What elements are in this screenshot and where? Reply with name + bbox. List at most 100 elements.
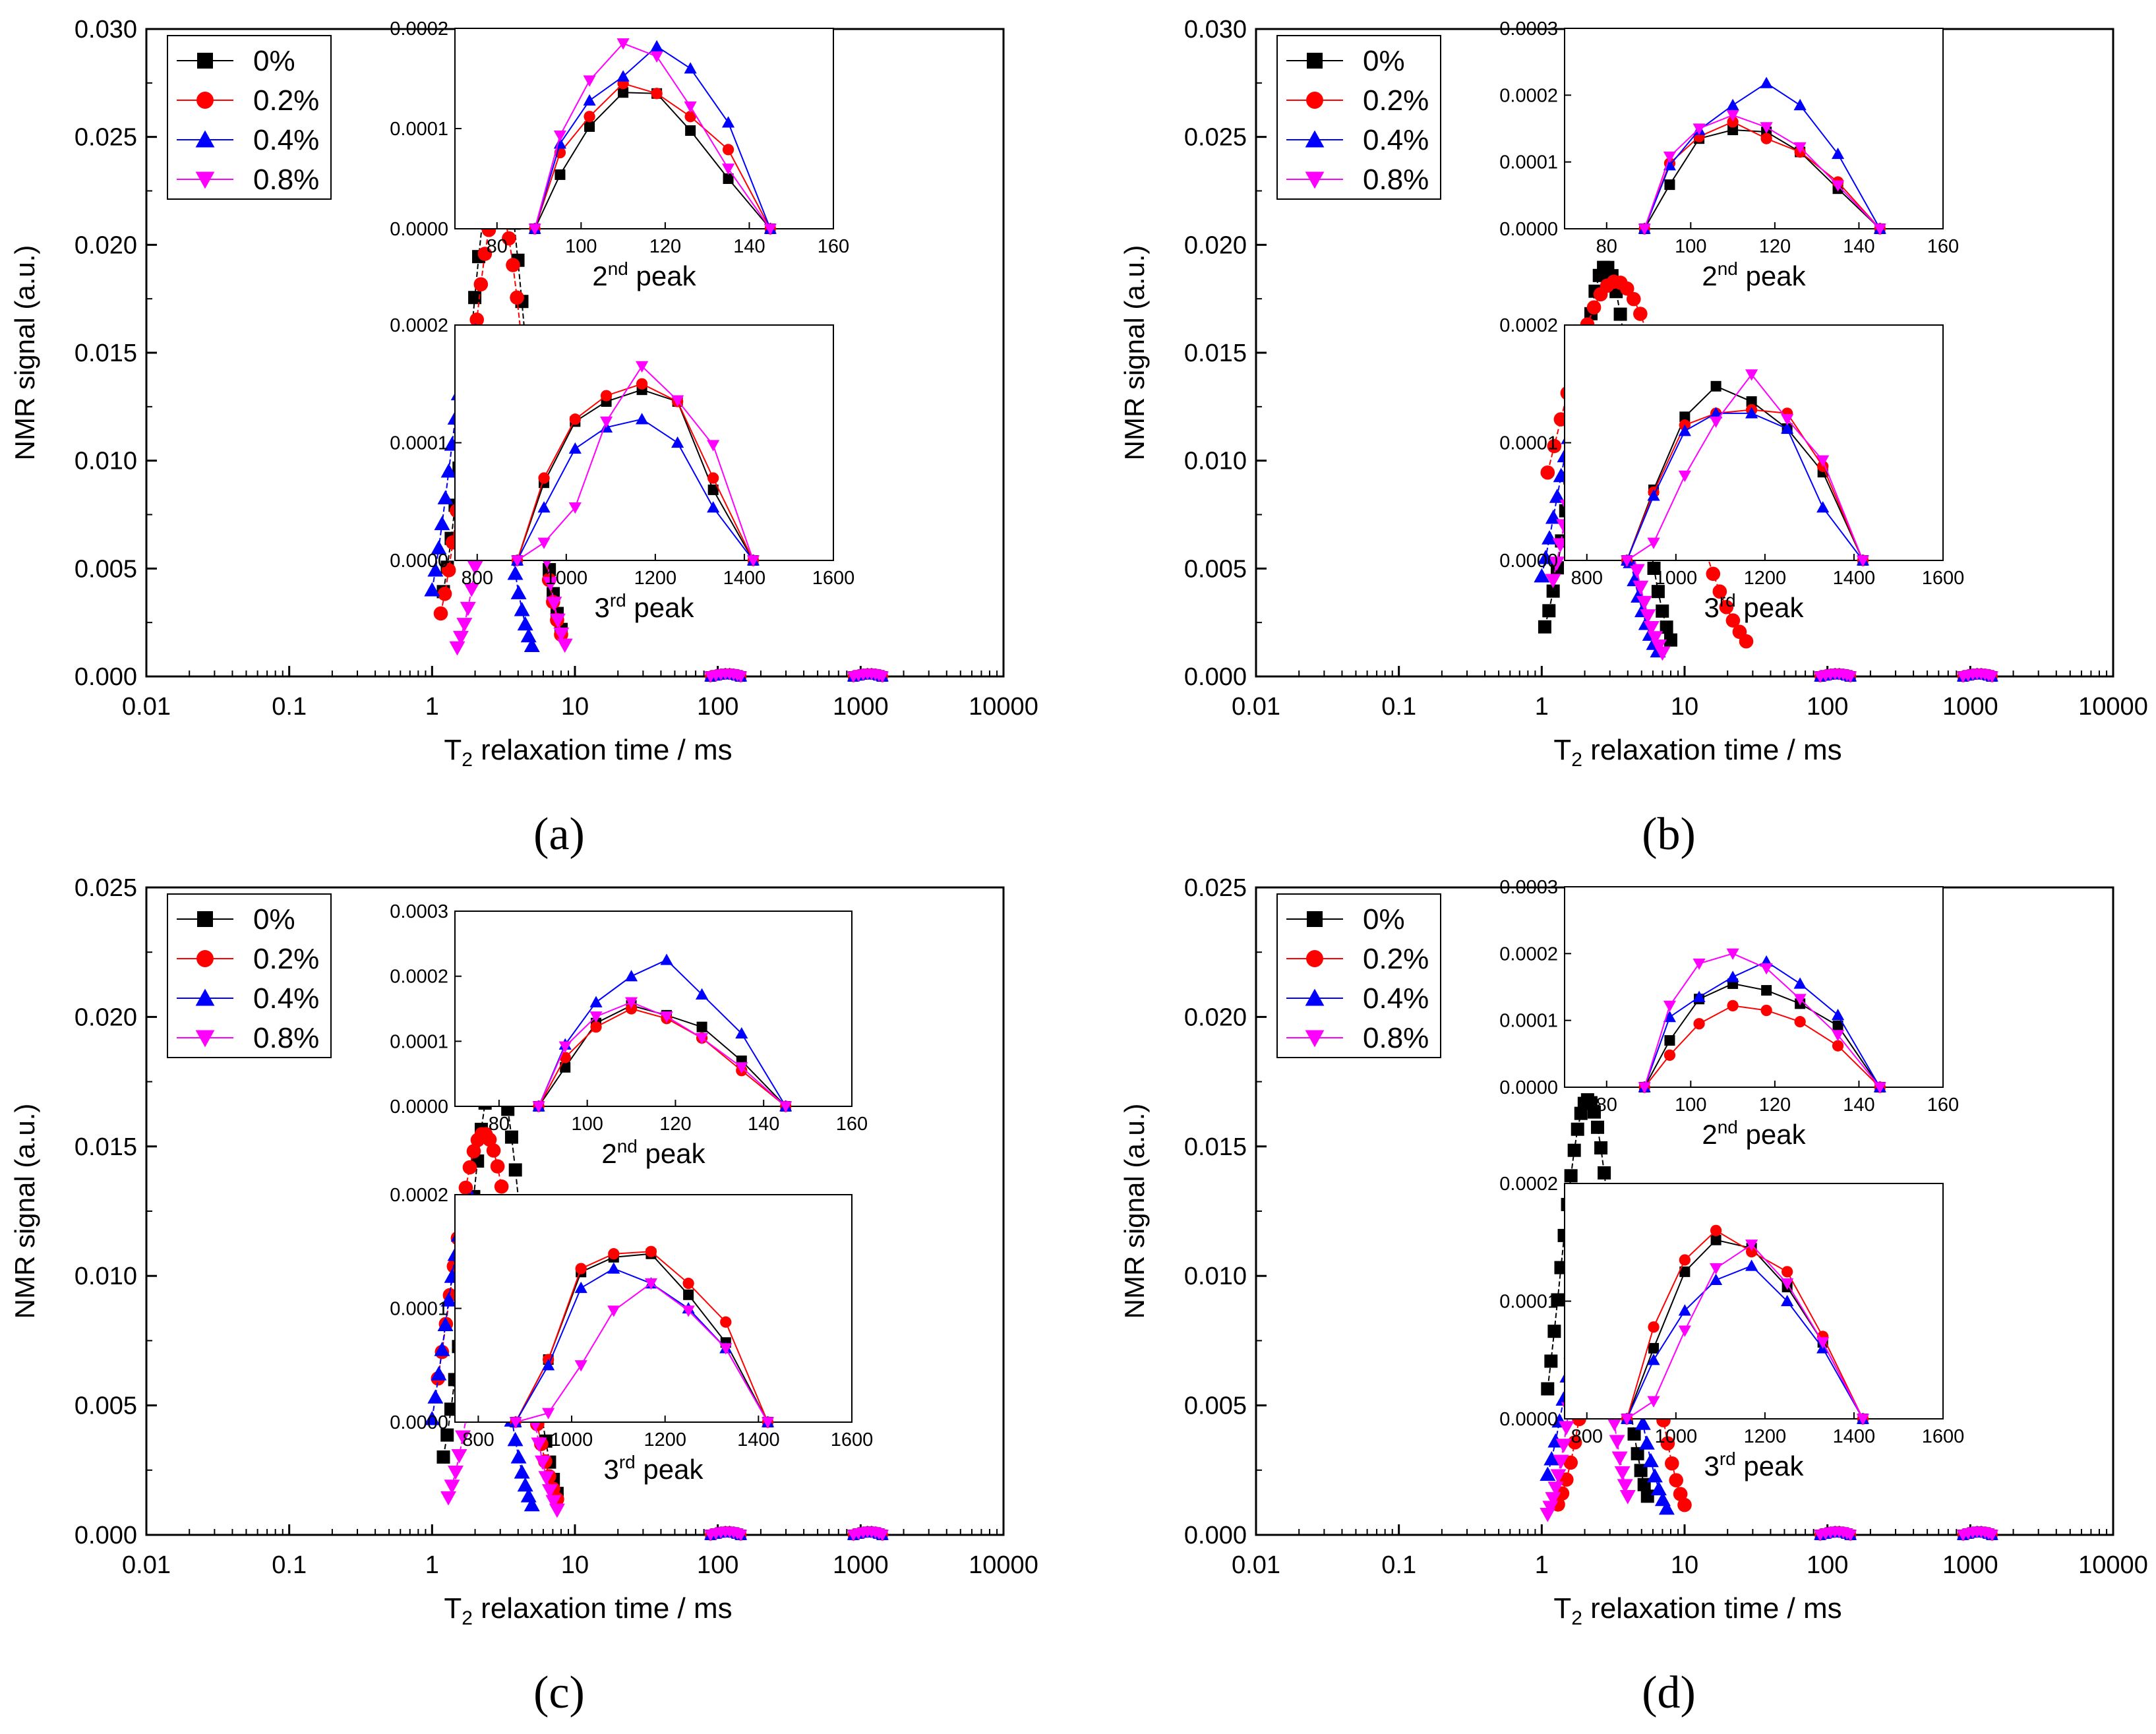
- inset-x-tick-label: 1200: [634, 568, 677, 589]
- inset-y-tick-label: 0.0002: [1499, 943, 1558, 965]
- inset-y-tick-label: 0.0001: [1499, 1011, 1558, 1032]
- data-point: [1542, 1501, 1559, 1515]
- inset-data-point: [779, 1101, 793, 1113]
- inset-data-point: [1678, 470, 1691, 483]
- data-point: [458, 1180, 473, 1195]
- inset-series-line: [538, 959, 787, 1107]
- inset-data-point: [1647, 489, 1660, 501]
- inset-y-tick-label: 0.0000: [1499, 551, 1558, 572]
- data-point: [1664, 633, 1678, 647]
- inset-data-point: [618, 87, 629, 98]
- data-point: [1706, 566, 1721, 582]
- data-point: [1673, 1487, 1688, 1501]
- legend-marker: [1306, 92, 1323, 109]
- legend-box: [167, 35, 332, 200]
- inset-data-point: [590, 1021, 602, 1033]
- inset-data-point: [537, 501, 551, 513]
- legend-label: 0.2%: [1363, 943, 1429, 975]
- inset-label-main: 2: [592, 260, 607, 291]
- data-point: [517, 1477, 533, 1492]
- legend-box: [1276, 893, 1441, 1058]
- y-tick-label: 0.020: [1184, 231, 1247, 259]
- inset-x-tick-label: 140: [748, 1114, 779, 1135]
- inset-series-line: [1644, 1005, 1881, 1088]
- data-point: [1660, 1436, 1675, 1451]
- inset-data-point: [1793, 142, 1807, 154]
- y-tick-label: 0.010: [1184, 448, 1247, 475]
- inset-data-point: [1816, 455, 1830, 467]
- inset-y-tick-label: 0.0001: [1499, 152, 1558, 173]
- legend-marker: [1307, 911, 1323, 927]
- inset-data-point: [722, 144, 734, 156]
- inset-y-tick-label: 0.0001: [1499, 1292, 1558, 1313]
- inset-data-point: [1664, 1035, 1675, 1046]
- inset-data-point: [1663, 151, 1677, 164]
- inset-label-main: 3: [1704, 592, 1719, 623]
- y-tick-label: 0.005: [75, 1392, 137, 1420]
- inset-data-point: [575, 1263, 587, 1274]
- data-point: [507, 1431, 524, 1447]
- inset-label-sup: rd: [1720, 1449, 1736, 1469]
- inset-label-sup: rd: [619, 1452, 636, 1472]
- inset-data-point: [1726, 971, 1739, 982]
- inset-data-point: [1727, 1000, 1739, 1012]
- data-point: [1563, 1455, 1578, 1470]
- data-point: [1586, 300, 1602, 315]
- inset-x-tick-label: 1600: [812, 568, 855, 589]
- data-point: [524, 1497, 540, 1512]
- data-point: [1665, 1456, 1679, 1471]
- inset-series-line: [1644, 961, 1881, 1088]
- inset-third-peak: 800 1000 1200 1400 1600 0.0000 0.0001 0.0002 3rd…: [1499, 315, 1964, 623]
- inset-data-point: [509, 1417, 522, 1429]
- inset-y-tick-label: 0.0002: [390, 315, 448, 336]
- inset-x-tick-label: 1200: [1744, 568, 1787, 589]
- inset-data-point: [1760, 1004, 1772, 1017]
- inset-data-point: [1745, 407, 1758, 419]
- data-point: [1567, 1143, 1581, 1157]
- data-point: [1660, 620, 1673, 634]
- inset-data-point: [1710, 380, 1722, 392]
- inset-data-point: [1873, 224, 1886, 235]
- y-tick-label: 0.015: [75, 1133, 137, 1161]
- inset-data-point: [1816, 501, 1830, 513]
- x-tick-label: 1: [1535, 1551, 1549, 1579]
- legend-label: 0.2%: [1363, 84, 1429, 117]
- data-point: [464, 582, 480, 597]
- legend-label: 0.8%: [253, 1022, 319, 1054]
- inset-label-main: 3: [594, 592, 609, 623]
- data-point: [462, 1160, 477, 1175]
- inset-label-rest: peak: [1738, 260, 1807, 291]
- inset-series-line: [538, 1007, 787, 1107]
- inset-x-tick-label: 1600: [1922, 568, 1965, 589]
- legend-label: 0.4%: [1363, 124, 1429, 156]
- inset-label-rest: peak: [1736, 592, 1805, 623]
- inset-x-tick-label: 120: [1759, 236, 1791, 257]
- legend-label: 0%: [1363, 45, 1405, 77]
- inset-frame: [454, 28, 834, 229]
- legend-marker: [195, 1030, 215, 1048]
- inset-data-point: [589, 1011, 603, 1023]
- y-tick-label: 0.020: [75, 1003, 137, 1031]
- data-point: [448, 1465, 464, 1480]
- inset-y-tick-label: 0.0000: [1499, 1409, 1558, 1430]
- inset-data-point: [682, 1305, 695, 1317]
- data-point: [1546, 584, 1560, 598]
- data-point: [1614, 1466, 1631, 1481]
- inset-data-point: [616, 38, 630, 50]
- inset-x-tick-label: 120: [649, 236, 681, 257]
- inset-data-point: [650, 51, 663, 63]
- inset-x-tick-label: 1000: [1655, 1426, 1698, 1447]
- data-point: [1571, 1122, 1584, 1136]
- x-axis-label-main: T: [444, 734, 462, 766]
- inset-x-tick-label: 140: [733, 236, 765, 257]
- data-point: [1640, 1489, 1654, 1503]
- inset-y-tick-label: 0.0001: [390, 1299, 448, 1320]
- inset-data-point: [1638, 224, 1651, 235]
- data-point: [1606, 1417, 1623, 1431]
- inset-data-point: [1856, 555, 1870, 567]
- inset-x-tick-label: 160: [1927, 236, 1959, 257]
- inset-data-point: [684, 111, 696, 123]
- inset-data-point: [574, 1281, 587, 1294]
- data-point: [440, 463, 457, 478]
- inset-data-point: [624, 970, 638, 982]
